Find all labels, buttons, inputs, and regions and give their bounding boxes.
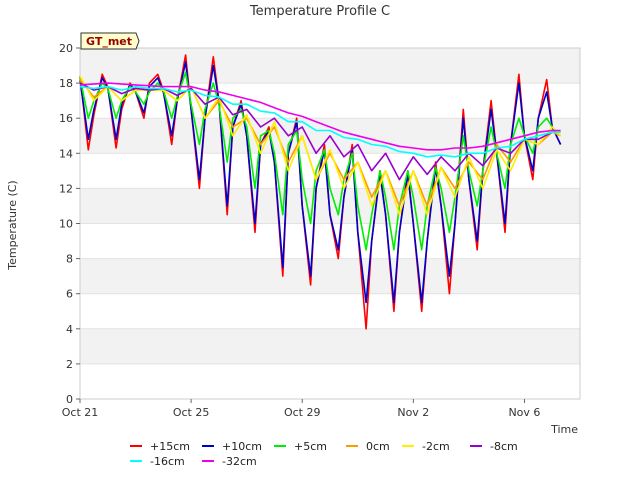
legend-label: +5cm bbox=[294, 440, 327, 453]
legend-label: -32cm bbox=[222, 455, 257, 468]
legend-label: -2cm bbox=[422, 440, 450, 453]
legend-label: 0cm bbox=[366, 440, 390, 453]
legend-label: +15cm bbox=[150, 440, 190, 453]
y-tick-label: 10 bbox=[59, 218, 73, 231]
y-tick-label: 16 bbox=[59, 112, 73, 125]
chart-title: Temperature Profile C bbox=[249, 4, 390, 19]
x-tick-label: Oct 29 bbox=[284, 406, 321, 419]
y-tick-label: 12 bbox=[59, 182, 73, 195]
y-axis-label: Temperature (C) bbox=[6, 180, 19, 270]
legend-label: -8cm bbox=[490, 440, 518, 453]
grid-band bbox=[80, 258, 580, 294]
x-axis-ticks: Oct 21 Oct 25 Oct 29 Nov 2 Nov 6 bbox=[62, 399, 540, 419]
series-line-32cm bbox=[79, 82, 561, 151]
series-lines bbox=[79, 54, 562, 330]
legend-label: -16cm bbox=[150, 455, 185, 468]
legend-label: +10cm bbox=[222, 440, 262, 453]
y-tick-label: 18 bbox=[59, 77, 73, 90]
grid-band bbox=[80, 48, 580, 84]
x-tick-label: Nov 2 bbox=[397, 406, 429, 419]
y-tick-label: 4 bbox=[66, 323, 73, 336]
x-tick-label: Oct 21 bbox=[62, 406, 99, 419]
x-axis-label: Time bbox=[550, 423, 578, 436]
grid-band bbox=[80, 328, 580, 364]
y-tick-label: 20 bbox=[59, 42, 73, 55]
y-tick-label: 14 bbox=[59, 147, 73, 160]
y-axis-ticks: 0 2 4 6 8 10 12 14 16 18 20 bbox=[59, 42, 80, 406]
x-tick-label: Oct 25 bbox=[173, 406, 210, 419]
x-tick-label: Nov 6 bbox=[508, 406, 540, 419]
y-tick-label: 6 bbox=[66, 288, 73, 301]
series-line-2cm bbox=[79, 75, 562, 216]
gt-met-badge: GT_met bbox=[80, 32, 140, 50]
y-tick-label: 0 bbox=[66, 393, 73, 406]
badge-label: GT_met bbox=[86, 35, 132, 48]
y-tick-label: 2 bbox=[66, 358, 73, 371]
y-tick-label: 8 bbox=[66, 253, 73, 266]
series-line-16cm bbox=[79, 85, 561, 158]
badge-shape bbox=[80, 32, 140, 50]
legend: +15cm +10cm +5cm 0cm -2cm -8cm -16cm -32cm bbox=[130, 440, 518, 468]
